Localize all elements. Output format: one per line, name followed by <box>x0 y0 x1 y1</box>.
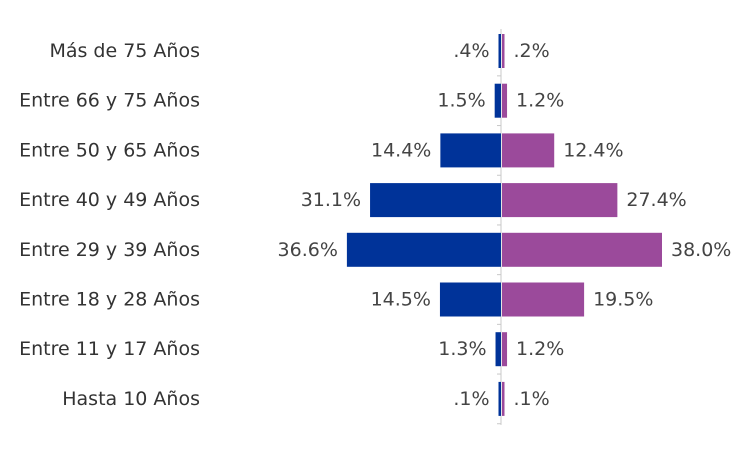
value-label-left: .4% <box>453 40 489 62</box>
value-label-right: 27.4% <box>626 189 686 211</box>
value-label-left: .1% <box>453 388 489 410</box>
bar-right <box>502 282 585 317</box>
value-label-left: 31.1% <box>301 189 361 211</box>
category-label: Entre 18 y 28 Años <box>19 289 200 311</box>
category-label: Hasta 10 Años <box>62 388 200 410</box>
bar-left <box>494 83 501 118</box>
value-label-right: 1.2% <box>516 90 564 112</box>
bar-left <box>440 133 501 168</box>
value-label-left: 1.5% <box>437 90 485 112</box>
bar-right <box>502 183 618 218</box>
value-label-right: 19.5% <box>593 289 653 311</box>
value-label-left: 36.6% <box>278 239 338 261</box>
value-label-right: 12.4% <box>563 139 623 161</box>
bar-right <box>502 133 555 168</box>
bar-left <box>498 34 501 68</box>
value-label-right: .1% <box>514 388 550 410</box>
value-label-right: .2% <box>514 40 550 62</box>
bar-right <box>502 332 508 367</box>
value-label-left: 14.5% <box>371 289 431 311</box>
category-label: Entre 29 y 39 Años <box>19 239 200 261</box>
value-label-right: 1.2% <box>516 338 564 360</box>
bars-layer <box>346 34 662 416</box>
bar-left <box>439 282 501 317</box>
category-label: Más de 75 Años <box>49 40 200 62</box>
bar-right <box>502 34 505 68</box>
bar-right <box>502 381 505 416</box>
category-label: Entre 66 y 75 Años <box>19 90 200 112</box>
value-label-right: 38.0% <box>671 239 731 261</box>
category-label: Entre 50 y 65 Años <box>19 139 200 161</box>
bar-left <box>498 381 501 416</box>
labels-layer: Más de 75 Años .4% .2% Entre 66 y 75 Años 1.… <box>19 40 731 410</box>
bar-left <box>495 332 501 367</box>
category-label: Entre 11 y 17 Años <box>19 338 200 360</box>
category-label: Entre 40 y 49 Años <box>19 189 200 211</box>
value-label-left: 14.4% <box>371 139 431 161</box>
value-label-left: 1.3% <box>438 338 486 360</box>
bar-right <box>502 83 508 118</box>
bar-left <box>370 183 501 218</box>
bar-right <box>502 232 662 267</box>
bar-left <box>346 232 501 267</box>
